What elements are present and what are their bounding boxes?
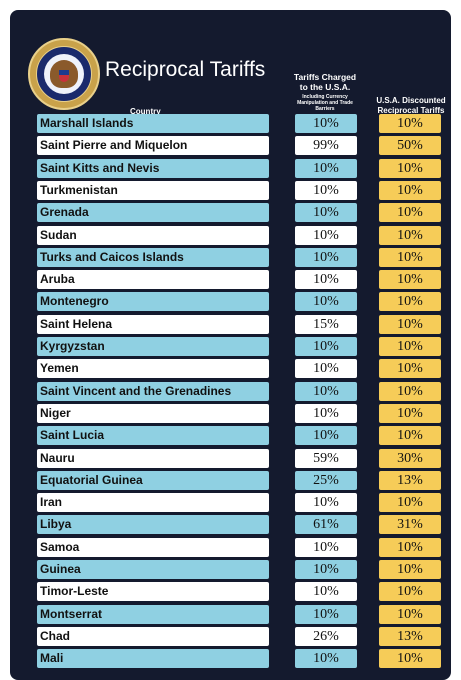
country-name: Guinea (37, 560, 269, 579)
tariff-charged-value: 10% (295, 203, 357, 222)
column-header-charged: Tariffs Charged to the U.S.A. (293, 72, 357, 92)
shield-icon (59, 70, 69, 82)
tariff-charged-value: 25% (295, 471, 357, 490)
tariff-charged-value: 10% (295, 114, 357, 133)
tariff-charged-value: 10% (295, 248, 357, 267)
discounted-tariff-value: 30% (379, 449, 441, 468)
discounted-tariff-value: 10% (379, 426, 441, 445)
tariff-charged-value: 10% (295, 181, 357, 200)
discounted-tariff-value: 10% (379, 337, 441, 356)
tariff-charged-value: 59% (295, 449, 357, 468)
discounted-tariff-value: 10% (379, 248, 441, 267)
country-name: Montserrat (37, 605, 269, 624)
tariff-charged-value: 10% (295, 337, 357, 356)
tariff-charged-value: 15% (295, 315, 357, 334)
country-name: Turkmenistan (37, 181, 269, 200)
country-name: Saint Vincent and the Grenadines (37, 382, 269, 401)
tariff-charged-value: 10% (295, 270, 357, 289)
discounted-tariff-value: 10% (379, 404, 441, 423)
country-name: Chad (37, 627, 269, 646)
column-header-country: Country (130, 107, 161, 116)
tariff-charged-value: 10% (295, 582, 357, 601)
country-name: Yemen (37, 359, 269, 378)
discounted-tariff-value: 10% (379, 114, 441, 133)
discounted-tariff-value: 10% (379, 226, 441, 245)
country-name: Montenegro (37, 292, 269, 311)
country-name: Iran (37, 493, 269, 512)
discounted-tariff-value: 10% (379, 203, 441, 222)
country-name: Niger (37, 404, 269, 423)
tariff-charged-value: 10% (295, 159, 357, 178)
country-name: Saint Kitts and Nevis (37, 159, 269, 178)
discounted-tariff-value: 10% (379, 159, 441, 178)
country-name: Saint Helena (37, 315, 269, 334)
tariff-board: Reciprocal Tariffs Country Tariffs Charg… (10, 10, 451, 680)
discounted-tariff-value: 50% (379, 136, 441, 155)
discounted-tariff-value: 10% (379, 649, 441, 668)
tariff-charged-value: 10% (295, 493, 357, 512)
tariff-charged-value: 61% (295, 515, 357, 534)
tariff-charged-value: 10% (295, 426, 357, 445)
country-name: Saint Lucia (37, 426, 269, 445)
country-name: Mali (37, 649, 269, 668)
country-name: Sudan (37, 226, 269, 245)
country-name: Libya (37, 515, 269, 534)
country-name: Samoa (37, 538, 269, 557)
tariff-charged-value: 10% (295, 605, 357, 624)
country-name: Marshall Islands (37, 114, 269, 133)
discounted-tariff-value: 10% (379, 605, 441, 624)
tariff-charged-value: 10% (295, 359, 357, 378)
discounted-tariff-value: 13% (379, 471, 441, 490)
discounted-tariff-value: 10% (379, 315, 441, 334)
column-header-charged-note: Including Currency Manipulation and Trad… (297, 94, 353, 112)
country-name: Nauru (37, 449, 269, 468)
tariff-charged-value: 10% (295, 382, 357, 401)
discounted-tariff-value: 10% (379, 359, 441, 378)
tariff-charged-value: 99% (295, 136, 357, 155)
discounted-tariff-value: 10% (379, 538, 441, 557)
tariff-charged-value: 10% (295, 649, 357, 668)
tariff-charged-value: 10% (295, 226, 357, 245)
tariff-charged-value: 10% (295, 538, 357, 557)
country-name: Aruba (37, 270, 269, 289)
country-name: Equatorial Guinea (37, 471, 269, 490)
page-title: Reciprocal Tariffs (105, 58, 266, 81)
discounted-tariff-value: 31% (379, 515, 441, 534)
tariff-charged-value: 10% (295, 292, 357, 311)
tariff-charged-value: 10% (295, 404, 357, 423)
discounted-tariff-value: 10% (379, 582, 441, 601)
column-header-discounted: U.S.A. Discounted Reciprocal Tariffs (376, 96, 446, 115)
country-name: Timor-Leste (37, 582, 269, 601)
tariff-charged-value: 26% (295, 627, 357, 646)
country-name: Saint Pierre and Miquelon (37, 136, 269, 155)
discounted-tariff-value: 10% (379, 560, 441, 579)
discounted-tariff-value: 10% (379, 270, 441, 289)
discounted-tariff-value: 13% (379, 627, 441, 646)
country-name: Turks and Caicos Islands (37, 248, 269, 267)
discounted-tariff-value: 10% (379, 382, 441, 401)
discounted-tariff-value: 10% (379, 181, 441, 200)
country-name: Grenada (37, 203, 269, 222)
presidential-seal-icon (28, 38, 100, 110)
discounted-tariff-value: 10% (379, 493, 441, 512)
country-name: Kyrgyzstan (37, 337, 269, 356)
discounted-tariff-value: 10% (379, 292, 441, 311)
tariff-charged-value: 10% (295, 560, 357, 579)
